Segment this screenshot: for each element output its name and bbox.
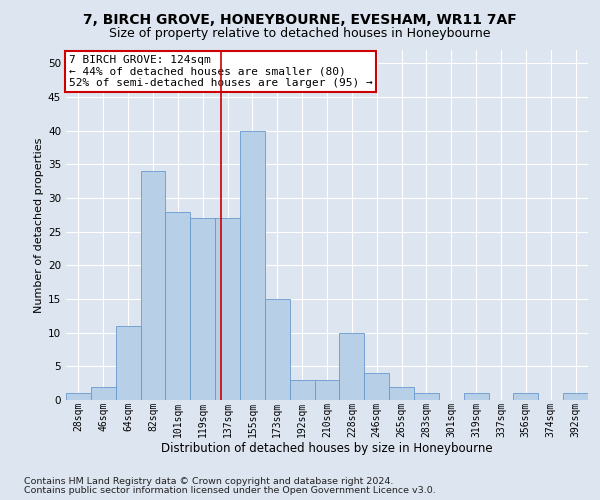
Bar [514, 394, 538, 400]
Bar [290, 380, 314, 400]
Bar [364, 373, 389, 400]
Bar [414, 394, 439, 400]
Text: Contains public sector information licensed under the Open Government Licence v3: Contains public sector information licen… [24, 486, 436, 495]
Bar [240, 131, 265, 400]
Bar [215, 218, 240, 400]
Bar [166, 212, 190, 400]
Text: 7 BIRCH GROVE: 124sqm
← 44% of detached houses are smaller (80)
52% of semi-deta: 7 BIRCH GROVE: 124sqm ← 44% of detached … [68, 56, 373, 88]
Bar [265, 299, 290, 400]
Bar [140, 171, 166, 400]
Bar [389, 386, 414, 400]
Bar [340, 332, 364, 400]
Bar [563, 394, 588, 400]
Y-axis label: Number of detached properties: Number of detached properties [34, 138, 44, 312]
Bar [464, 394, 488, 400]
X-axis label: Distribution of detached houses by size in Honeybourne: Distribution of detached houses by size … [161, 442, 493, 455]
Text: Contains HM Land Registry data © Crown copyright and database right 2024.: Contains HM Land Registry data © Crown c… [24, 477, 394, 486]
Bar [91, 386, 116, 400]
Bar [66, 394, 91, 400]
Bar [190, 218, 215, 400]
Bar [314, 380, 340, 400]
Text: Size of property relative to detached houses in Honeybourne: Size of property relative to detached ho… [109, 28, 491, 40]
Bar [116, 326, 140, 400]
Text: 7, BIRCH GROVE, HONEYBOURNE, EVESHAM, WR11 7AF: 7, BIRCH GROVE, HONEYBOURNE, EVESHAM, WR… [83, 12, 517, 26]
